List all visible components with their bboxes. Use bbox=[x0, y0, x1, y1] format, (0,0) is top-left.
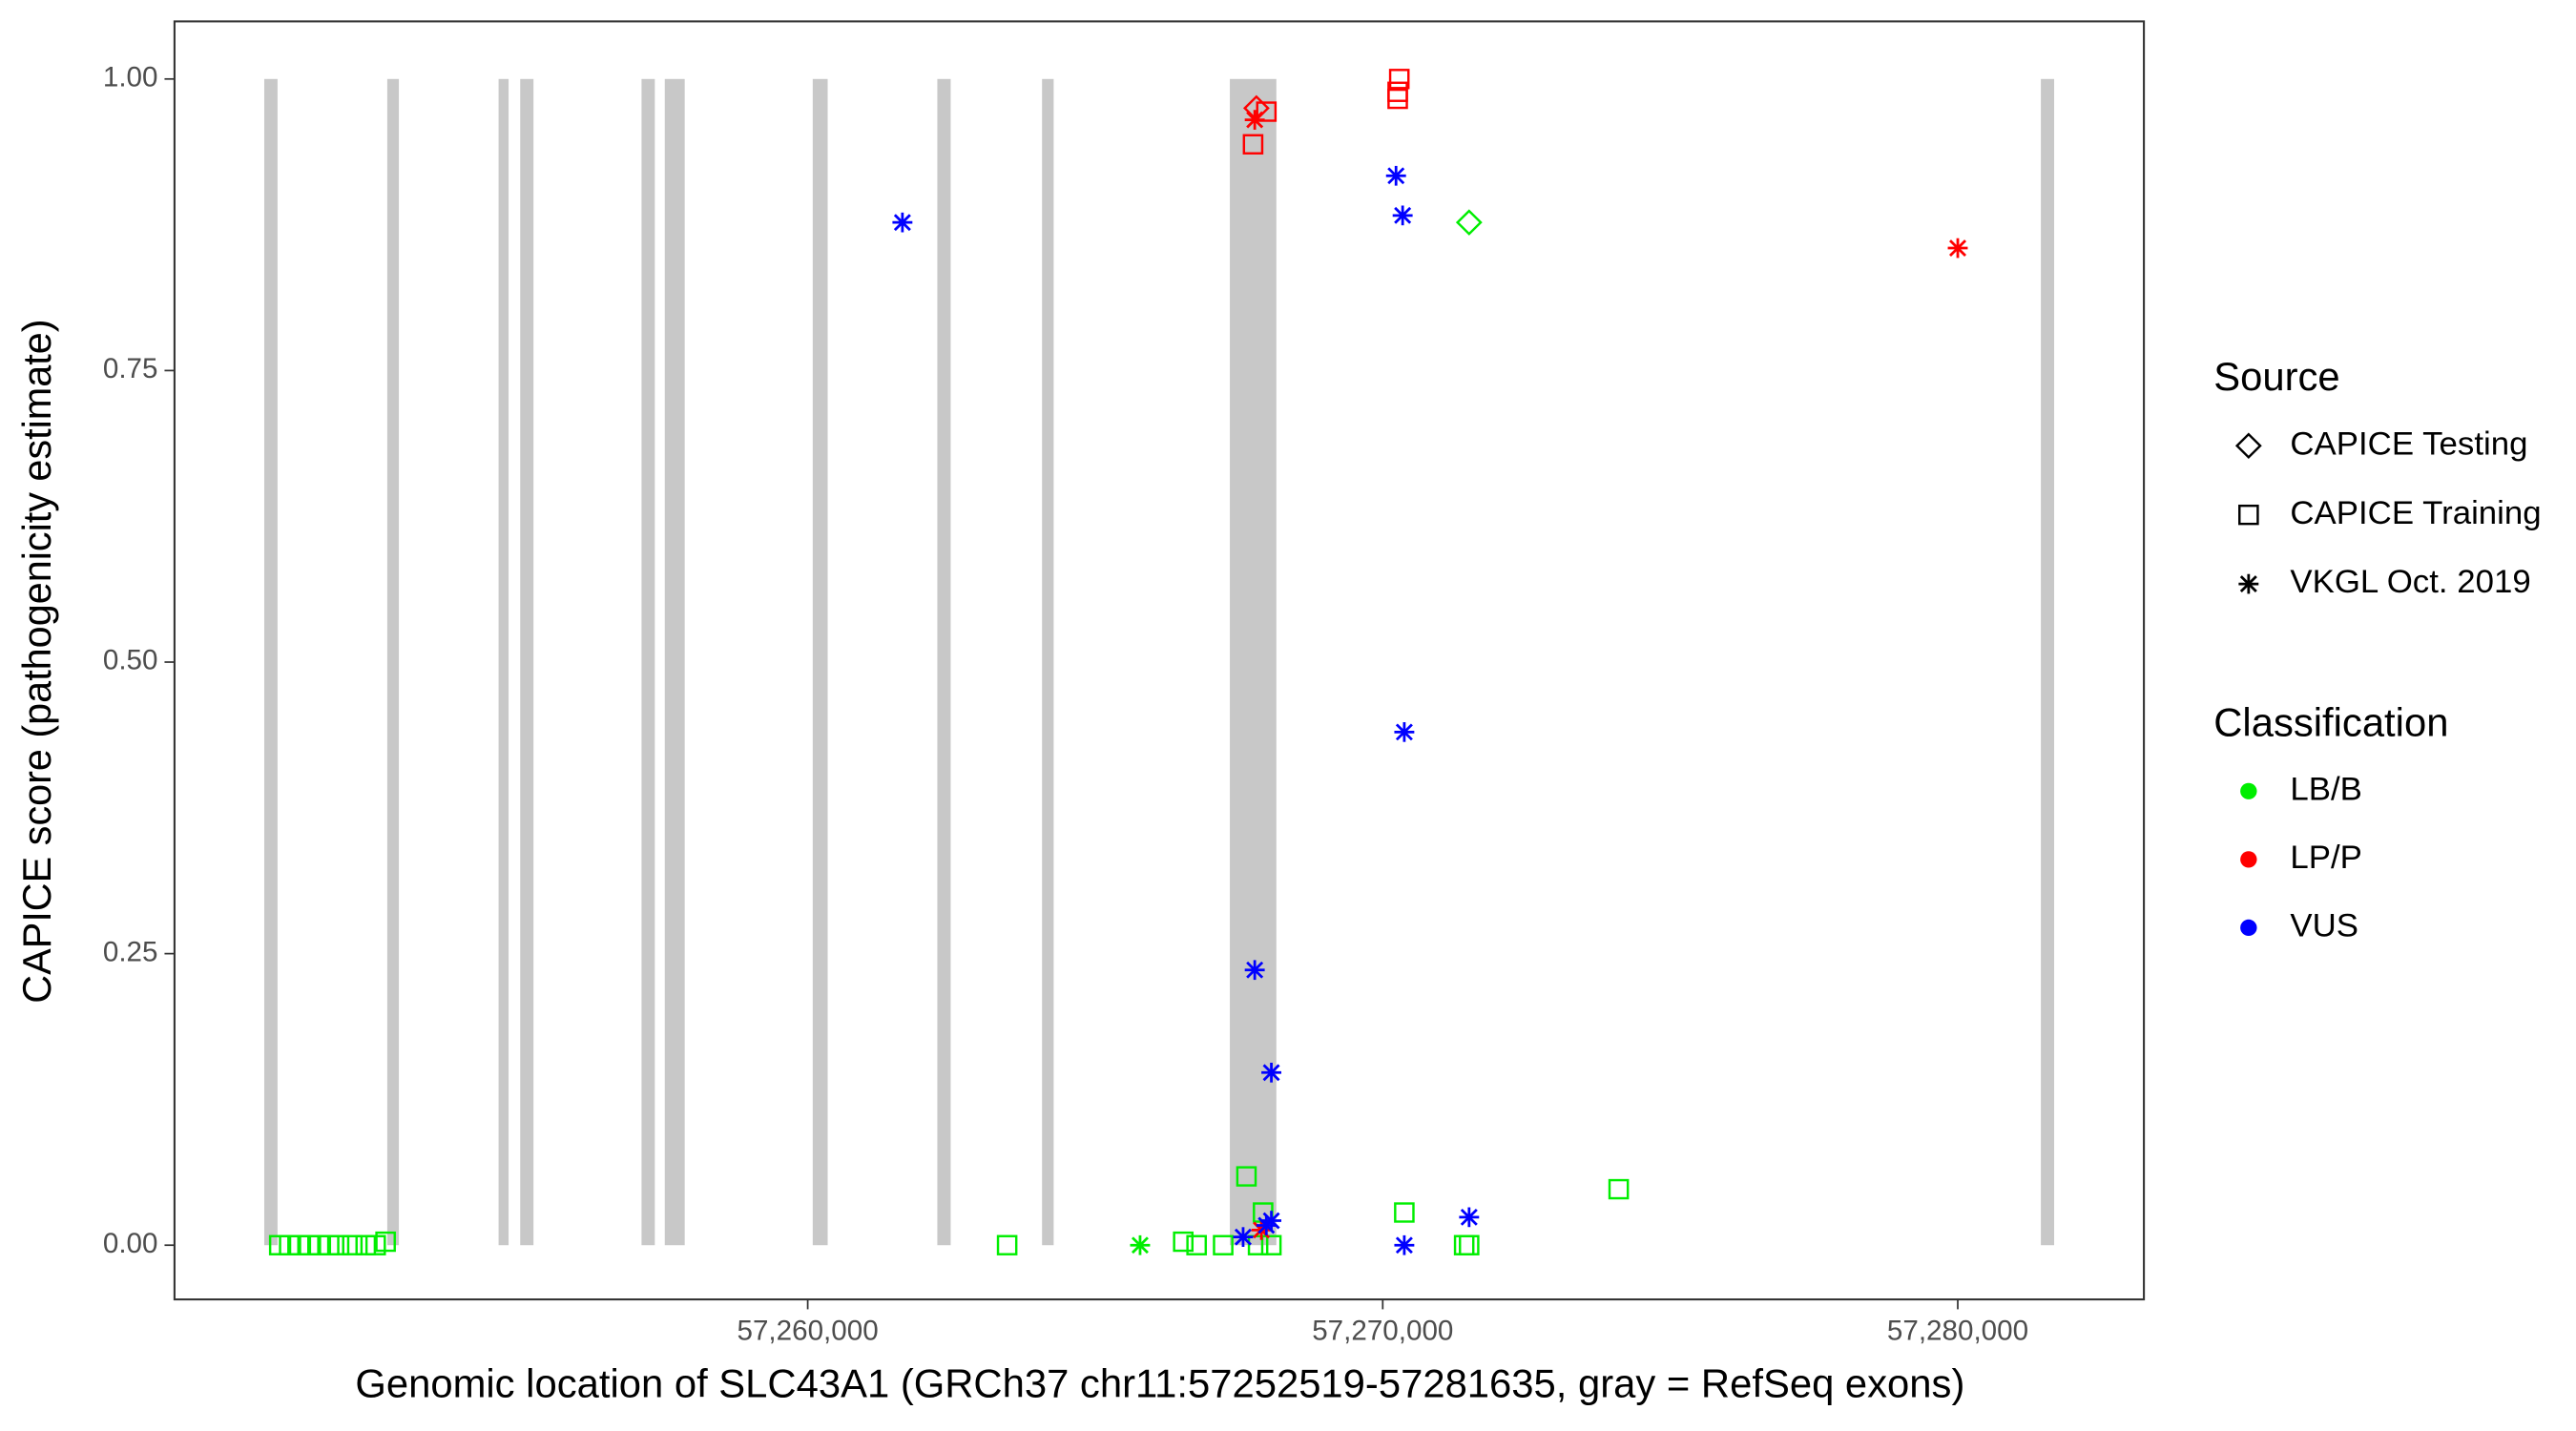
point-stroke bbox=[1257, 1216, 1276, 1234]
point bbox=[1608, 1178, 1630, 1200]
legend-label: VUS bbox=[2290, 908, 2358, 944]
legend-label: CAPICE Training bbox=[2290, 495, 2541, 531]
x-tick-label: 57,270,000 bbox=[1312, 1315, 1453, 1346]
exon bbox=[1042, 78, 1054, 1246]
point bbox=[1387, 88, 1408, 110]
point-stroke bbox=[893, 214, 911, 232]
point-stroke bbox=[1131, 1236, 1149, 1255]
point bbox=[1256, 1215, 1277, 1235]
point-stroke bbox=[1460, 1208, 1478, 1226]
x-tick-label: 57,260,000 bbox=[737, 1315, 879, 1346]
point-stroke bbox=[1395, 1236, 1413, 1255]
legend-symbol bbox=[2240, 782, 2257, 799]
exon bbox=[263, 78, 278, 1246]
point bbox=[1459, 1234, 1480, 1255]
x-axis-title: Genomic location of SLC43A1 (GRCh37 chr1… bbox=[355, 1361, 1964, 1406]
point bbox=[1236, 1166, 1257, 1187]
point bbox=[1394, 1234, 1415, 1255]
point bbox=[1453, 1234, 1475, 1255]
point bbox=[1173, 1231, 1195, 1253]
point bbox=[375, 1231, 396, 1253]
exon bbox=[2041, 78, 2055, 1246]
point bbox=[1244, 110, 1265, 130]
point bbox=[342, 1234, 364, 1255]
legend-title: Classification bbox=[2213, 699, 2448, 744]
x-tick-label: 57,280,000 bbox=[1887, 1315, 2028, 1346]
exon bbox=[812, 78, 828, 1246]
point bbox=[1247, 1234, 1269, 1255]
legend-symbol bbox=[2238, 504, 2259, 526]
point bbox=[1947, 238, 1968, 259]
point bbox=[1244, 960, 1265, 981]
legend-symbol bbox=[2240, 851, 2257, 868]
y-tick-label: 1.00 bbox=[103, 62, 158, 93]
legend-label: LB/B bbox=[2290, 772, 2362, 808]
point bbox=[1261, 1062, 1282, 1083]
point bbox=[1394, 1202, 1415, 1223]
point bbox=[1256, 101, 1278, 122]
legend-symbol bbox=[2234, 432, 2262, 460]
point-stroke bbox=[1246, 961, 1264, 979]
point bbox=[1260, 1234, 1282, 1255]
point bbox=[1385, 165, 1406, 186]
point bbox=[1455, 209, 1483, 236]
point bbox=[1233, 1227, 1254, 1248]
y-axis-title: CAPICE score (pathogenicity estimate) bbox=[14, 319, 59, 1003]
point-stroke bbox=[2239, 575, 2257, 592]
plot-frame bbox=[173, 20, 2146, 1301]
legend-label: CAPICE Testing bbox=[2290, 426, 2527, 463]
point bbox=[1242, 134, 1264, 155]
point bbox=[328, 1234, 350, 1255]
point bbox=[1186, 1234, 1208, 1255]
point bbox=[1459, 1207, 1480, 1228]
y-tick-label: 0.00 bbox=[103, 1228, 158, 1259]
point-stroke bbox=[1246, 111, 1264, 129]
point bbox=[1392, 205, 1413, 226]
exon bbox=[498, 78, 509, 1246]
exon bbox=[664, 78, 685, 1246]
point-stroke bbox=[1387, 167, 1405, 185]
legend-label: LP/P bbox=[2290, 840, 2362, 876]
point-stroke bbox=[1262, 1064, 1280, 1082]
legend-symbol bbox=[2238, 573, 2259, 594]
point-stroke bbox=[1394, 206, 1412, 224]
point bbox=[1213, 1234, 1234, 1255]
point bbox=[996, 1234, 1018, 1255]
point-stroke bbox=[1234, 1228, 1252, 1246]
exon bbox=[520, 78, 534, 1246]
point bbox=[1388, 69, 1410, 90]
exon bbox=[937, 78, 951, 1246]
point bbox=[1130, 1234, 1151, 1255]
point-stroke bbox=[1395, 723, 1413, 741]
y-tick-label: 0.25 bbox=[103, 936, 158, 967]
legend-label: VKGL Oct. 2019 bbox=[2290, 564, 2530, 600]
legend-symbol bbox=[2240, 919, 2257, 937]
exon bbox=[641, 78, 655, 1246]
y-tick-label: 0.50 bbox=[103, 645, 158, 676]
point bbox=[892, 212, 913, 233]
exon bbox=[386, 78, 400, 1246]
point bbox=[1394, 722, 1415, 742]
exon bbox=[1230, 78, 1277, 1246]
legend-title: Source bbox=[2213, 354, 2339, 399]
y-tick-label: 0.75 bbox=[103, 353, 158, 384]
point-stroke bbox=[1949, 239, 1967, 257]
